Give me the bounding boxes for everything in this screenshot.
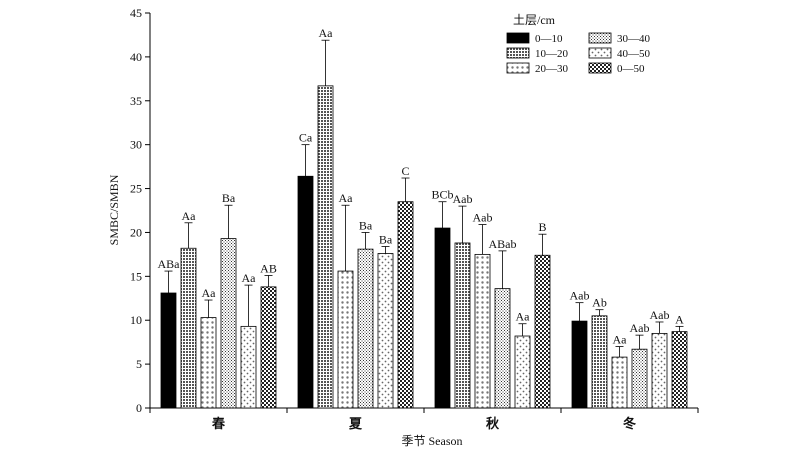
legend-label: 0—50 [617, 63, 645, 75]
data-label: Aa [202, 286, 217, 300]
data-label: Aa [613, 333, 628, 347]
y-tick-label: 35 [130, 94, 142, 108]
data-label: Ab [592, 296, 607, 310]
bar [571, 320, 588, 409]
data-label: Aab [630, 321, 650, 335]
bar [474, 253, 491, 409]
bar [377, 253, 394, 409]
legend-swatch [588, 32, 612, 44]
data-label: Aab [570, 289, 590, 303]
data-label: Aa [182, 209, 197, 223]
y-tick-label: 45 [130, 6, 142, 20]
y-tick-label: 40 [130, 50, 142, 64]
bar-labels: ABaAaAaBaAaABCaAaAaBaBaCBCbAabAabABabAaB… [158, 26, 685, 346]
data-label: Ca [299, 131, 313, 145]
legend-title: 土层/cm [513, 13, 556, 27]
data-label: Aab [650, 308, 670, 322]
y-tick-label: 25 [130, 182, 142, 196]
bar [494, 288, 511, 409]
y-tick-label: 0 [136, 401, 142, 415]
data-label: A [675, 312, 684, 326]
bar [180, 247, 197, 409]
x-tick-label: 春 [211, 416, 226, 431]
y-tick-label: 10 [130, 313, 142, 327]
y-tick-label: 20 [130, 225, 142, 239]
data-label: Aa [242, 271, 257, 285]
legend-swatch [588, 47, 612, 59]
bar [611, 356, 628, 409]
data-label: ABa [158, 257, 181, 271]
data-label: Aab [453, 192, 473, 206]
bar [220, 238, 237, 409]
data-label: C [401, 164, 409, 178]
legend-swatch [506, 62, 530, 74]
bar [160, 292, 177, 409]
bar [397, 201, 414, 409]
legend-label: 0—10 [535, 33, 563, 45]
data-label: ABab [489, 237, 517, 251]
y-tick-label: 30 [130, 138, 142, 152]
legend-label: 10—20 [535, 48, 569, 60]
y-axis-label: SMBC/SMBN [107, 174, 121, 245]
legend: 土层/cm 0—10 10—20 20—30 30—40 40—50 0—50 [506, 13, 651, 75]
bar [337, 270, 354, 409]
x-tick-label: 冬 [623, 416, 636, 431]
bar [260, 286, 277, 409]
data-label: BCb [431, 188, 453, 202]
data-label: Aab [473, 211, 493, 225]
data-label: AB [260, 261, 277, 275]
legend-label: 30—40 [617, 33, 651, 45]
legend-label: 20—30 [535, 63, 569, 75]
data-label: Ba [359, 218, 373, 232]
x-tick-label: 秋 [486, 416, 500, 431]
x-tick-label: 夏 [348, 416, 363, 431]
bar [240, 325, 257, 409]
bar [651, 332, 668, 409]
bar [317, 85, 334, 409]
bar [534, 254, 551, 409]
data-label: Ba [222, 191, 236, 205]
bar [631, 348, 648, 409]
bar [514, 335, 531, 409]
legend-swatch [506, 47, 530, 59]
legend-swatch [588, 62, 612, 74]
y-tick-label: 15 [130, 269, 142, 283]
x-axis-label: 季节 Season [402, 434, 463, 448]
bars [160, 39, 688, 409]
data-label: Aa [339, 191, 354, 205]
legend-label: 40—50 [617, 48, 651, 60]
bar [297, 175, 314, 409]
data-label: Ba [379, 232, 393, 246]
legend-swatch [506, 32, 530, 44]
y-tick-label: 5 [136, 357, 142, 371]
data-label: Aa [516, 310, 531, 324]
bar [671, 331, 688, 409]
data-label: Aa [319, 26, 334, 40]
data-label: B [538, 220, 546, 234]
bar [200, 317, 217, 409]
bar [357, 248, 374, 409]
bar [434, 227, 451, 409]
bar [591, 315, 608, 409]
bar [454, 242, 471, 409]
